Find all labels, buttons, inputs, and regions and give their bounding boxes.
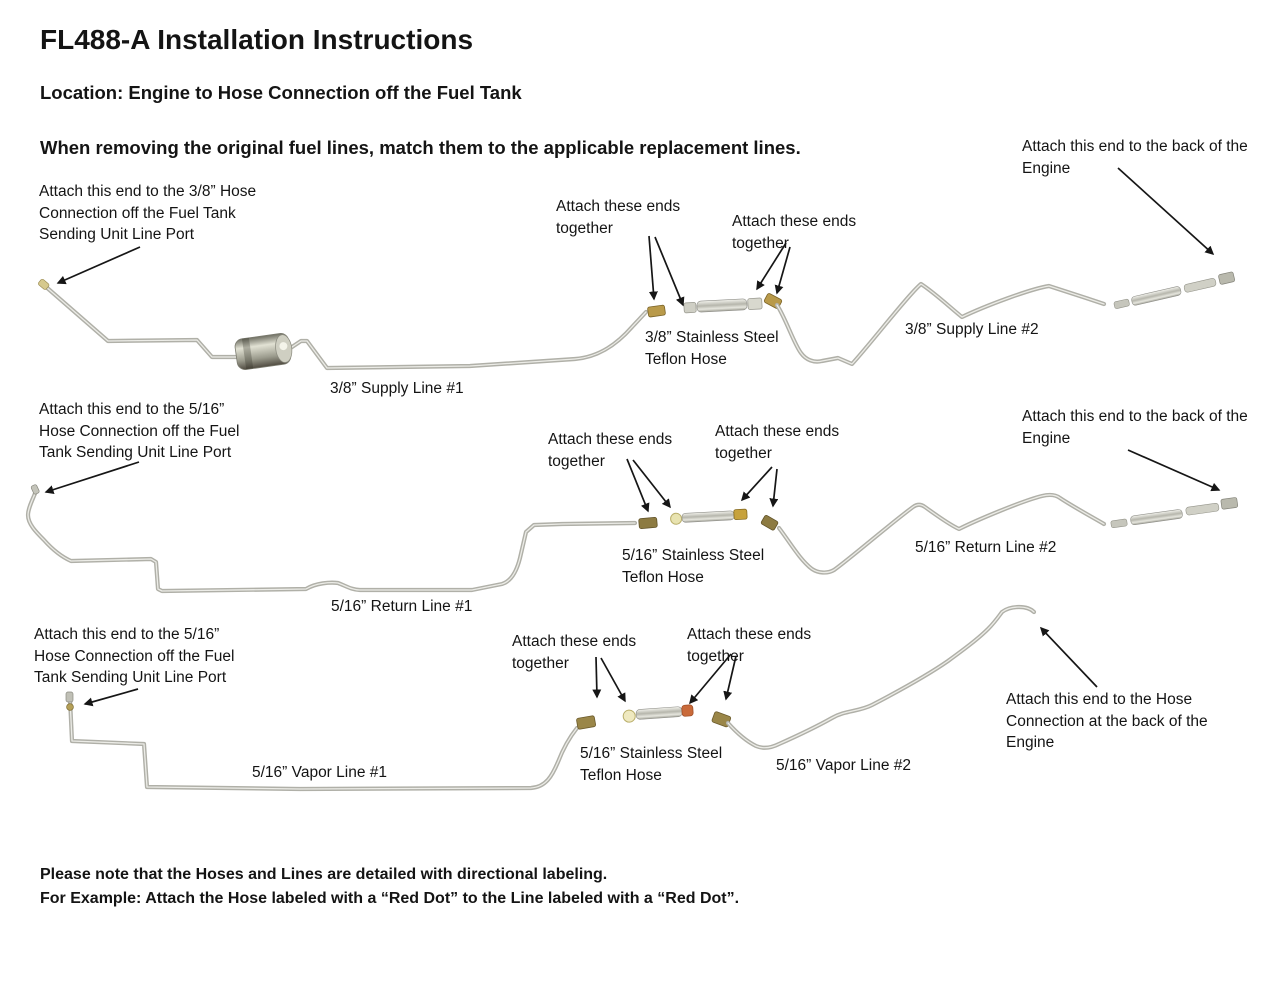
label-row3-attach-tank-port: Attach this end to the 5/16” Hose Connec… xyxy=(34,626,235,687)
label-row2-attach-ends-2: Attach these ends together xyxy=(715,423,840,462)
arrow-row3-ends2-a xyxy=(689,653,732,705)
label-row1-attach-ends-1: Attach these ends together xyxy=(556,198,681,237)
hose-fitting-left-row3 xyxy=(576,715,596,730)
label-row2-attach-ends-1: Attach these ends together xyxy=(548,431,673,470)
label-vapor-line-2: 5/16” Vapor Line #2 xyxy=(776,757,912,774)
label-return-line-1: 5/16” Return Line #1 xyxy=(331,598,473,615)
arrow-row1-ends2-b xyxy=(774,246,791,295)
label-row2-attach-back-engine: Attach this end to the back of the Engin… xyxy=(1022,408,1248,447)
arrow-row2-ends1-b xyxy=(632,459,671,509)
label-row3-attach-engine-hose: Attach this end to the Hose Connection a… xyxy=(1006,691,1208,752)
fuel-tank-end-fitting-row3 xyxy=(65,691,74,711)
stainless-teflon-hose-row2 xyxy=(670,508,748,525)
arrow-row1-ends1-b xyxy=(654,236,685,307)
arrow-row2-ends2-b xyxy=(769,468,779,508)
arrow-row2-ends2-a xyxy=(740,466,773,502)
arrow-row2-tank-end xyxy=(44,461,140,494)
label-row3-attach-ends-1: Attach these ends together xyxy=(512,633,637,672)
arrow-row1-tank-end xyxy=(56,246,141,285)
label-supply-line-2: 3/8” Supply Line #2 xyxy=(905,321,1039,338)
page-title: FL488-A Installation Instructions xyxy=(40,24,474,55)
label-row1-hose: 3/8” Stainless Steel Teflon Hose xyxy=(645,329,779,368)
stainless-teflon-hose-row1 xyxy=(683,297,763,314)
label-row1-attach-tank-port: Attach this end to the 3/8” Hose Connect… xyxy=(39,183,257,244)
arrow-row1-engine-end xyxy=(1117,167,1215,256)
label-row3-attach-ends-2: Attach these ends together xyxy=(687,626,812,665)
location-line: Location: Engine to Hose Connection off … xyxy=(40,82,522,103)
arrow-row1-ends2-a xyxy=(756,242,787,291)
hose-fitting-right-row2 xyxy=(760,515,779,531)
arrow-row1-ends1-a xyxy=(648,235,658,301)
fuel-tank-end-fitting-row2 xyxy=(30,484,40,495)
arrow-row2-engine-end xyxy=(1127,449,1221,492)
label-row1-attach-ends-2: Attach these ends together xyxy=(732,213,857,252)
arrow-row3-ends1-a xyxy=(592,656,602,699)
arrow-row3-ends2-b xyxy=(723,655,737,701)
instruction-line: When removing the original fuel lines, m… xyxy=(40,137,801,158)
stainless-teflon-hose-row3 xyxy=(622,704,694,723)
supply-line-1-tube xyxy=(45,286,646,368)
label-row2-hose: 5/16” Stainless Steel Teflon Hose xyxy=(622,547,765,586)
footer-note: Please note that the Hoses and Lines are… xyxy=(40,866,608,883)
engine-end-hose-row2 xyxy=(1110,497,1239,529)
inline-fuel-filter xyxy=(234,333,293,370)
engine-end-hose-row1 xyxy=(1113,271,1235,309)
arrow-row3-ends1-b xyxy=(600,657,626,703)
arrow-row3-tank-end xyxy=(83,688,139,707)
fuel-tank-end-fitting-row1 xyxy=(38,278,50,290)
arrow-row2-ends1-a xyxy=(626,458,650,513)
label-vapor-line-1: 5/16” Vapor Line #1 xyxy=(252,764,388,781)
hose-fitting-left-row2 xyxy=(638,517,658,529)
annotation-arrows xyxy=(44,167,1221,707)
arrow-row3-engine-end xyxy=(1039,626,1098,688)
label-row3-hose: 5/16” Stainless Steel Teflon Hose xyxy=(580,745,723,784)
label-supply-line-1: 3/8” Supply Line #1 xyxy=(330,380,464,397)
return-line-1-tube xyxy=(28,491,635,591)
label-row2-attach-tank-port: Attach this end to the 5/16” Hose Connec… xyxy=(39,401,240,462)
label-row1-attach-back-engine: Attach this end to the back of the Engin… xyxy=(1022,138,1248,177)
hose-fitting-left-row1 xyxy=(647,304,666,318)
label-return-line-2: 5/16” Return Line #2 xyxy=(915,539,1057,556)
return-line-2-tube xyxy=(779,495,1104,573)
footer-example: For Example: Attach the Hose labeled wit… xyxy=(40,890,740,907)
